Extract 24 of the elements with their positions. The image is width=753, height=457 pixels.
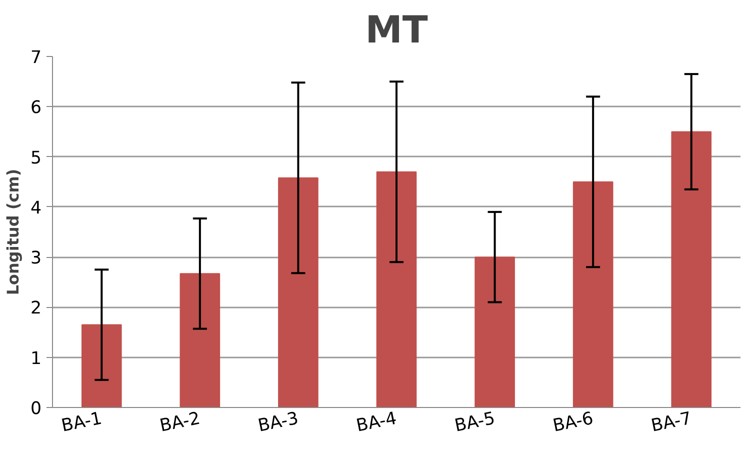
y-tick-label: 6: [30, 98, 42, 118]
y-tick-label: 2: [30, 298, 42, 319]
bar: [376, 171, 417, 408]
bar: [81, 324, 122, 408]
x-tick-label: BA-5: [452, 408, 497, 436]
y-tick-label: 4: [30, 198, 42, 218]
x-tick-label: BA-3: [256, 408, 300, 436]
y-tick-label: 1: [30, 348, 42, 369]
y-tick-label: 3: [30, 248, 42, 269]
bar: [474, 256, 515, 408]
y-tick-label: 7: [30, 48, 42, 68]
x-tick-label: BA-1: [60, 408, 104, 436]
bar: [278, 177, 318, 408]
chart-title: MT: [365, 8, 428, 52]
bar: [671, 131, 712, 408]
y-tick-label: 0: [30, 399, 42, 419]
y-tick-label: 5: [30, 148, 42, 168]
x-tick-label: BA-2: [158, 408, 202, 436]
bar: [180, 273, 220, 408]
bar: [572, 181, 614, 408]
x-tick-label: BA-4: [354, 408, 398, 436]
x-tick-label: BA-7: [650, 408, 694, 436]
y-axis-title: Longitud (cm): [3, 168, 22, 296]
x-tick-label: BA-6: [551, 408, 596, 436]
